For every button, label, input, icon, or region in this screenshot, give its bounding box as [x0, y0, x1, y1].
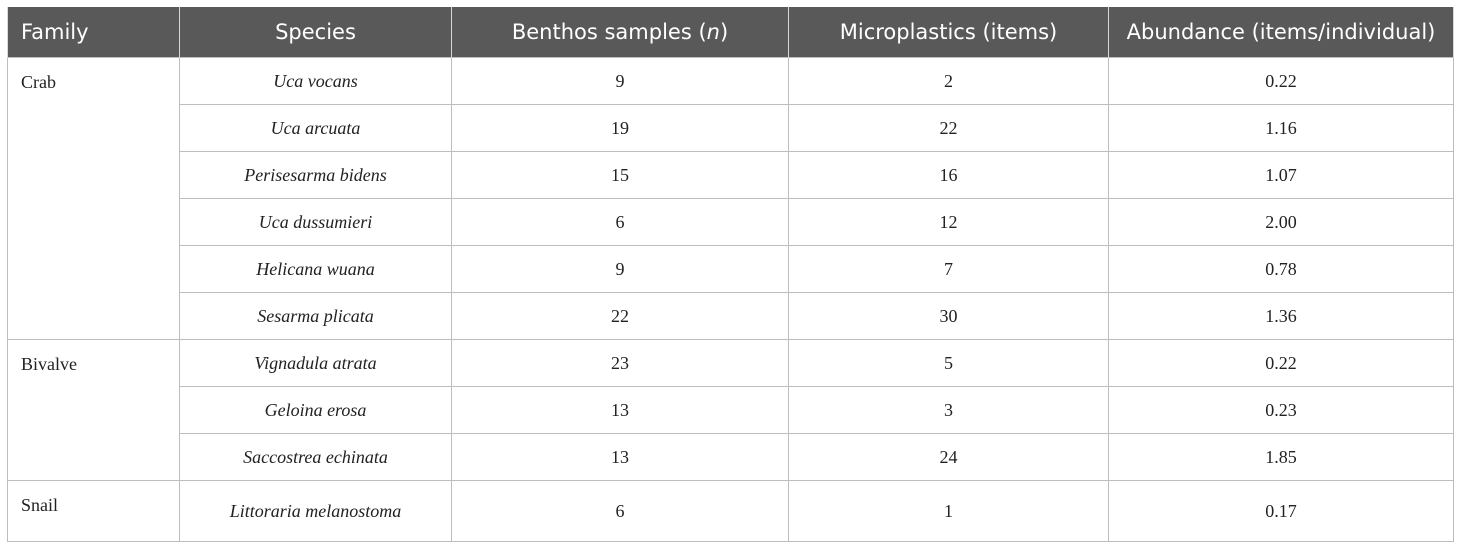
benthos-samples-cell: 6	[451, 480, 789, 542]
header-microplastics: Microplastics (items)	[788, 7, 1109, 58]
species-cell: Uca vocans	[179, 57, 452, 105]
microplastics-cell: 22	[788, 104, 1109, 152]
microplastics-cell: 3	[788, 386, 1109, 434]
table-row: Perisesarma bidens 15 16 1.07	[8, 151, 1454, 199]
header-family: Family	[7, 7, 180, 58]
table-row: Helicana wuana 9 7 0.78	[8, 245, 1454, 293]
species-cell: Perisesarma bidens	[179, 151, 452, 199]
microplastics-cell: 30	[788, 292, 1109, 340]
family-cell: Bivalve	[7, 339, 180, 481]
family-cell: Crab	[7, 57, 180, 340]
table-row: Uca dussumieri 6 12 2.00	[8, 198, 1454, 246]
microplastics-cell: 24	[788, 433, 1109, 481]
benthos-samples-cell: 6	[451, 198, 789, 246]
abundance-cell: 0.17	[1108, 480, 1454, 542]
abundance-cell: 1.85	[1108, 433, 1454, 481]
table-row: Geloina erosa 13 3 0.23	[8, 386, 1454, 434]
header-benthos-n: n	[706, 20, 720, 44]
table-row: Bivalve Vignadula atrata 23 5 0.22	[7, 339, 1454, 481]
table-row: Saccostrea echinata 13 24 1.85	[8, 433, 1454, 481]
microplastics-cell: 12	[788, 198, 1109, 246]
benthos-samples-cell: 13	[451, 386, 789, 434]
data-table-container: Family Species Benthos samples (n) Micro…	[7, 7, 1454, 542]
abundance-cell: 1.16	[1108, 104, 1454, 152]
benthos-samples-cell: 19	[451, 104, 789, 152]
table-row: Snail Littoraria melanostoma 6 1 0.17	[7, 480, 1454, 542]
microplastics-table: Family Species Benthos samples (n) Micro…	[7, 7, 1454, 542]
species-cell: Sesarma plicata	[179, 292, 452, 340]
microplastics-cell: 5	[788, 339, 1109, 387]
abundance-cell: 0.78	[1108, 245, 1454, 293]
microplastics-cell: 2	[788, 57, 1109, 105]
benthos-samples-cell: 9	[451, 57, 789, 105]
benthos-samples-cell: 23	[451, 339, 789, 387]
table-row: Sesarma plicata 22 30 1.36	[8, 292, 1454, 340]
species-cell: Vignadula atrata	[179, 339, 452, 387]
abundance-cell: 1.36	[1108, 292, 1454, 340]
header-abundance: Abundance (items/individual)	[1108, 7, 1454, 58]
header-row: Family Species Benthos samples (n) Micro…	[7, 7, 1454, 58]
abundance-cell: 0.22	[1108, 339, 1454, 387]
abundance-cell: 2.00	[1108, 198, 1454, 246]
header-benthos-suffix: )	[719, 20, 729, 44]
abundance-cell: 1.07	[1108, 151, 1454, 199]
header-benthos-prefix: Benthos samples (	[511, 20, 707, 44]
table-row: Crab Uca vocans 9 2 0.22	[7, 57, 1454, 340]
benthos-samples-cell: 22	[451, 292, 789, 340]
benthos-samples-cell: 13	[451, 433, 789, 481]
abundance-cell: 0.22	[1108, 57, 1454, 105]
benthos-samples-cell: 15	[451, 151, 789, 199]
species-cell: Geloina erosa	[179, 386, 452, 434]
table-row: Uca arcuata 19 22 1.16	[8, 104, 1454, 152]
microplastics-cell: 1	[788, 480, 1109, 542]
abundance-cell: 0.23	[1108, 386, 1454, 434]
table-body: Crab Uca vocans 9 2 0.22 Uca arcuata 19 22 1.16 P…	[7, 57, 1454, 542]
microplastics-cell: 16	[788, 151, 1109, 199]
header-species: Species	[179, 7, 452, 58]
species-cell: Helicana wuana	[179, 245, 452, 293]
microplastics-cell: 7	[788, 245, 1109, 293]
benthos-samples-cell: 9	[451, 245, 789, 293]
species-cell: Uca dussumieri	[179, 198, 452, 246]
header-benthos-samples: Benthos samples (n)	[451, 7, 789, 58]
species-cell: Saccostrea echinata	[179, 433, 452, 481]
species-cell: Uca arcuata	[179, 104, 452, 152]
species-cell: Littoraria melanostoma	[179, 480, 452, 542]
family-cell: Snail	[7, 480, 180, 542]
